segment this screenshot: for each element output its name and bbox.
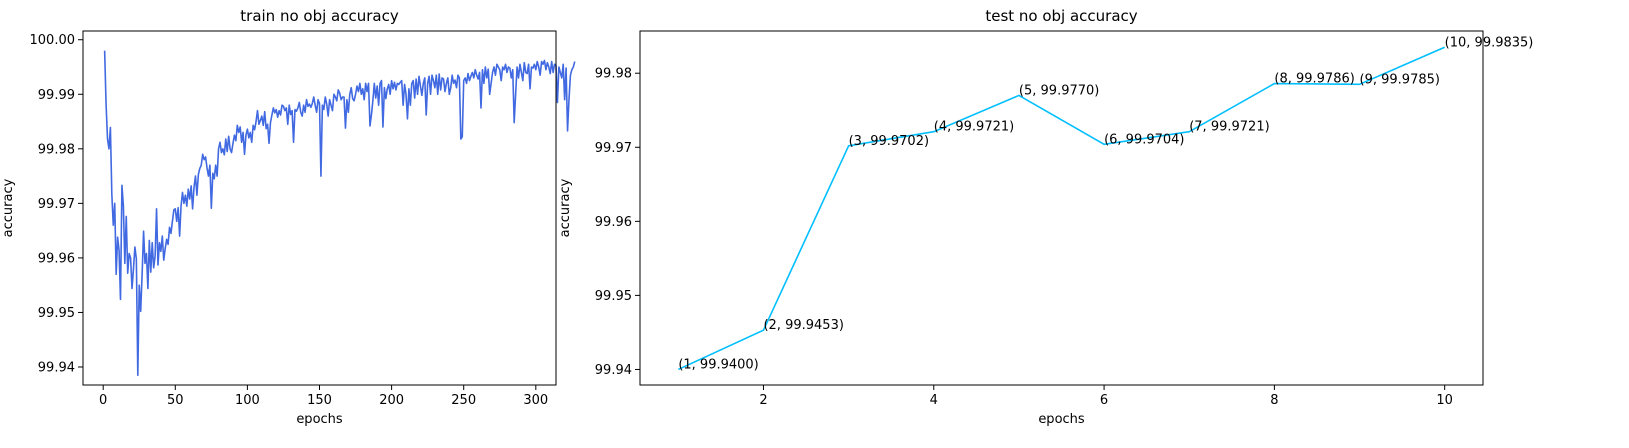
y-tick-label: 99.94	[38, 361, 75, 376]
x-axis-label: epochs	[296, 412, 343, 427]
data-point-label: (2, 99.9453)	[763, 318, 843, 333]
y-tick-label: 99.95	[595, 289, 632, 304]
x-tick-label: 50	[167, 393, 184, 408]
train-accuracy-chart: train no obj accuracy 0 50 100 150 200 250 300 9…	[1, 7, 576, 427]
x-tick-label: 100	[235, 393, 260, 408]
series-line	[103, 50, 576, 376]
data-point-label: (5, 99.9770)	[1019, 83, 1099, 98]
x-axis-label: epochs	[1038, 412, 1085, 427]
y-tick-label: 99.96	[38, 251, 75, 266]
x-tick-label: 0	[99, 393, 107, 408]
data-point-label: (7, 99.9721)	[1189, 120, 1269, 135]
y-axis-label: accuracy	[558, 178, 573, 237]
chart-title: test no obj accuracy	[985, 7, 1137, 25]
y-tick-label: 99.95	[38, 306, 75, 321]
y-tick-label: 99.98	[38, 142, 75, 157]
y-tick-label: 99.96	[595, 215, 632, 230]
x-tick-label: 6	[1100, 393, 1108, 408]
plot-frame	[639, 30, 1484, 386]
y-tick-label: 99.94	[595, 363, 632, 378]
y-tick-label: 99.98	[595, 67, 632, 82]
y-tick-label: 99.99	[38, 88, 75, 103]
data-point-label: (9, 99.9785)	[1360, 72, 1440, 87]
data-point-label: (8, 99.9786)	[1274, 72, 1354, 87]
x-tick-label: 250	[451, 393, 476, 408]
data-point-label: (4, 99.9721)	[934, 120, 1014, 135]
x-tick-label: 10	[1436, 393, 1453, 408]
y-tick-label: 99.97	[38, 197, 75, 212]
x-tick-label: 200	[379, 393, 404, 408]
x-tick-label: 4	[930, 393, 938, 408]
data-point-label: (6, 99.9704)	[1104, 132, 1184, 147]
x-tick-label: 8	[1270, 393, 1278, 408]
data-point-label: (10, 99.9835)	[1445, 35, 1534, 50]
x-tick-label: 2	[759, 393, 767, 408]
test-accuracy-chart: test no obj accuracy 2 4 6 8 10 99.94 99.95 99.9…	[558, 7, 1533, 427]
y-tick-label: 99.97	[595, 141, 632, 156]
data-point-label: (1, 99.9400)	[678, 357, 758, 372]
y-axis-label: accuracy	[1, 178, 16, 237]
data-point-label: (3, 99.9702)	[849, 134, 929, 149]
series-line	[677, 46, 1445, 371]
x-tick-label: 150	[307, 393, 332, 408]
chart-title: train no obj accuracy	[240, 7, 399, 25]
x-tick-label: 300	[523, 393, 548, 408]
y-tick-label: 100.00	[30, 33, 76, 48]
plot-frame	[82, 30, 557, 386]
